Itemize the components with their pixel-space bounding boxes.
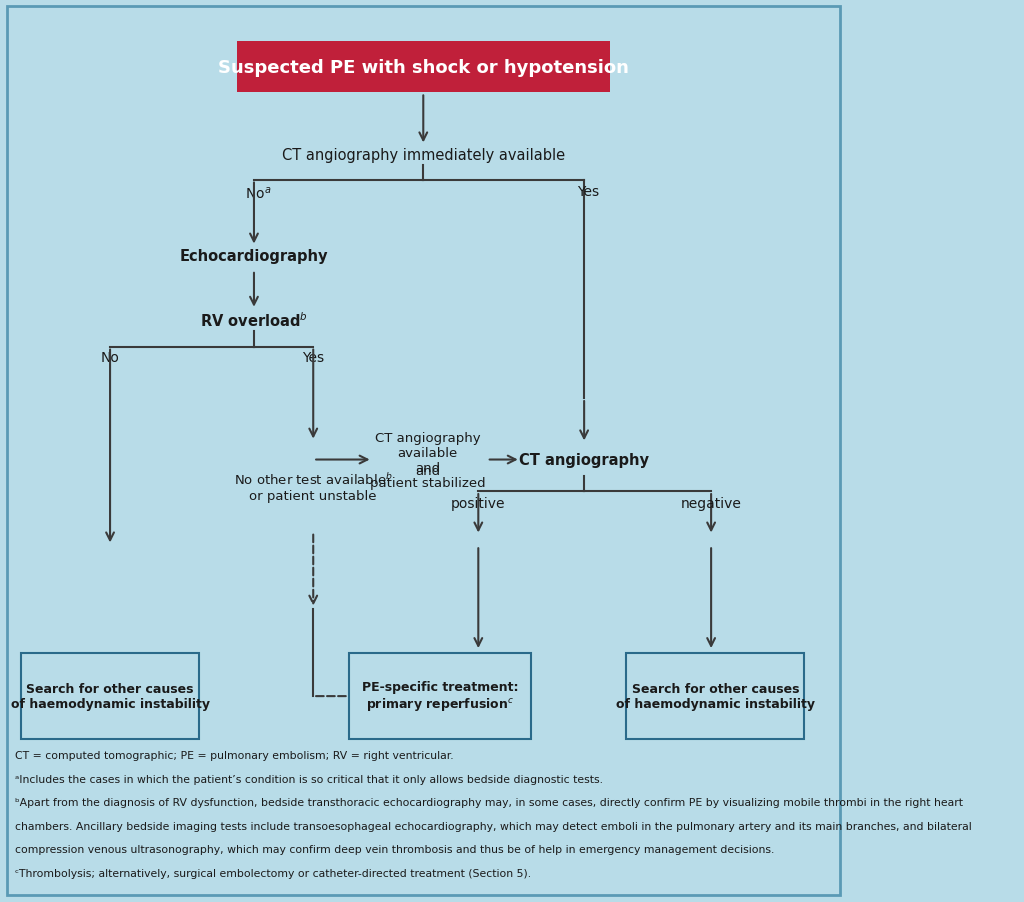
Text: CT angiography
available
and
patient stabilized: CT angiography available and patient sta… <box>370 431 485 489</box>
Text: negative: negative <box>681 496 741 511</box>
Text: No$^a$: No$^a$ <box>245 185 271 201</box>
Text: Yes: Yes <box>302 351 325 365</box>
Text: No: No <box>100 351 120 365</box>
Text: positive: positive <box>451 496 506 511</box>
Text: Suspected PE with shock or hypotension: Suspected PE with shock or hypotension <box>218 59 629 77</box>
Text: PE-specific treatment:
primary reperfusion$^c$: PE-specific treatment: primary reperfusi… <box>361 680 518 713</box>
Text: and: and <box>415 465 440 477</box>
FancyBboxPatch shape <box>237 41 609 93</box>
Text: Search for other causes
of haemodynamic instability: Search for other causes of haemodynamic … <box>615 682 815 711</box>
Text: CT = computed tomographic; PE = pulmonary embolism; RV = right ventricular.: CT = computed tomographic; PE = pulmonar… <box>15 750 454 760</box>
Text: Yes: Yes <box>578 185 599 199</box>
Text: ᵃIncludes the cases in which the patient’s condition is so critical that it only: ᵃIncludes the cases in which the patient… <box>15 774 603 784</box>
FancyBboxPatch shape <box>627 653 804 740</box>
Text: compression venous ultrasonography, which may confirm deep vein thrombosis and t: compression venous ultrasonography, whic… <box>15 844 774 854</box>
Text: Search for other causes
of haemodynamic instability: Search for other causes of haemodynamic … <box>10 682 210 711</box>
Text: ᵇApart from the diagnosis of RV dysfunction, bedside transthoracic echocardiogra: ᵇApart from the diagnosis of RV dysfunct… <box>15 797 964 807</box>
FancyBboxPatch shape <box>22 653 199 740</box>
Text: chambers. Ancillary bedside imaging tests include transoesophageal echocardiogra: chambers. Ancillary bedside imaging test… <box>15 821 972 831</box>
FancyBboxPatch shape <box>349 653 531 740</box>
Text: RV overload$^b$: RV overload$^b$ <box>200 311 308 329</box>
FancyBboxPatch shape <box>7 7 840 895</box>
Text: ᶜThrombolysis; alternatively, surgical embolectomy or catheter-directed treatmen: ᶜThrombolysis; alternatively, surgical e… <box>15 868 531 878</box>
Text: No other test available$^b$
or patient unstable: No other test available$^b$ or patient u… <box>233 472 392 502</box>
Text: CT angiography: CT angiography <box>519 453 649 467</box>
Text: Echocardiography: Echocardiography <box>180 249 329 263</box>
Text: CT angiography immediately available: CT angiography immediately available <box>282 148 565 162</box>
